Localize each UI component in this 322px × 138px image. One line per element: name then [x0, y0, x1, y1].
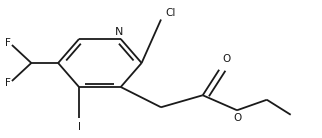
Text: N: N: [115, 27, 123, 37]
Text: F: F: [5, 38, 10, 48]
Text: O: O: [234, 113, 242, 123]
Text: F: F: [5, 78, 10, 88]
Text: Cl: Cl: [166, 8, 176, 18]
Text: I: I: [78, 122, 80, 132]
Text: O: O: [222, 55, 230, 64]
